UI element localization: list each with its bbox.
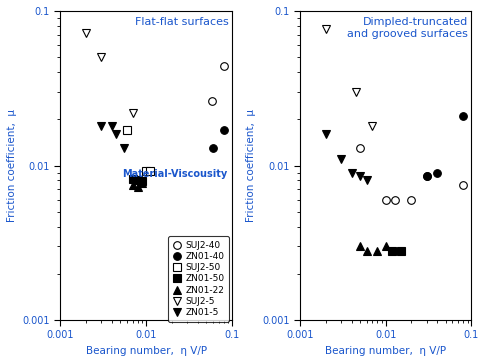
Line: SUJ2-5: SUJ2-5 bbox=[322, 25, 376, 130]
ZN01-40 bbox=[210, 146, 216, 150]
Y-axis label: Friction coefficient,  μ: Friction coefficient, μ bbox=[7, 109, 17, 222]
ZN01-5 bbox=[364, 178, 369, 183]
SUJ2-5 bbox=[130, 110, 136, 115]
ZN01-40 bbox=[460, 114, 466, 118]
Text: Flat-flat surfaces: Flat-flat surfaces bbox=[135, 17, 228, 27]
Line: ZN01-5: ZN01-5 bbox=[98, 122, 128, 152]
ZN01-5 bbox=[357, 174, 363, 179]
Text: Dimpled-truncated
and grooved surfaces: Dimpled-truncated and grooved surfaces bbox=[347, 17, 468, 39]
ZN01-40 bbox=[424, 174, 430, 179]
Line: SUJ2-40: SUJ2-40 bbox=[208, 62, 227, 105]
SUJ2-40 bbox=[409, 197, 415, 202]
ZN01-50 bbox=[130, 177, 136, 181]
Line: ZN01-40: ZN01-40 bbox=[423, 112, 467, 180]
SUJ2-40 bbox=[221, 64, 226, 68]
SUJ2-40 bbox=[208, 99, 214, 103]
ZN01-50 bbox=[390, 249, 396, 253]
ZN01-22 bbox=[135, 184, 141, 189]
ZN01-5 bbox=[323, 132, 329, 136]
ZN01-5 bbox=[98, 124, 104, 128]
Line: SUJ2-5: SUJ2-5 bbox=[83, 29, 137, 117]
X-axis label: Bearing number,  η V/P: Bearing number, η V/P bbox=[86, 346, 207, 356]
ZN01-50 bbox=[135, 178, 141, 183]
Line: SUJ2-50: SUJ2-50 bbox=[123, 126, 154, 175]
ZN01-40 bbox=[434, 170, 440, 175]
SUJ2-40 bbox=[460, 183, 466, 187]
ZN01-40 bbox=[221, 128, 226, 132]
ZN01-5 bbox=[109, 124, 115, 128]
SUJ2-5 bbox=[323, 27, 329, 32]
ZN01-22 bbox=[357, 244, 363, 249]
Line: ZN01-22: ZN01-22 bbox=[129, 179, 146, 191]
SUJ2-5 bbox=[369, 124, 375, 128]
X-axis label: Bearing number,  η V/P: Bearing number, η V/P bbox=[325, 346, 446, 356]
SUJ2-40 bbox=[383, 197, 389, 202]
Legend: SUJ2-40, ZN01-40, SUJ2-50, ZN01-50, ZN01-22, SUJ2-5, ZN01-5: SUJ2-40, ZN01-40, SUJ2-50, ZN01-50, ZN01… bbox=[168, 236, 229, 322]
SUJ2-40 bbox=[424, 174, 430, 179]
SUJ2-50 bbox=[147, 169, 153, 173]
ZN01-5 bbox=[121, 146, 127, 150]
Line: ZN01-40: ZN01-40 bbox=[209, 126, 227, 152]
Line: ZN01-22: ZN01-22 bbox=[356, 242, 389, 255]
ZN01-5 bbox=[114, 132, 120, 136]
ZN01-22 bbox=[139, 181, 145, 185]
Y-axis label: Friction coefficient,  μ: Friction coefficient, μ bbox=[246, 109, 257, 222]
SUJ2-5 bbox=[98, 55, 104, 60]
SUJ2-5 bbox=[353, 90, 359, 94]
ZN01-22 bbox=[364, 249, 369, 253]
SUJ2-50 bbox=[124, 128, 130, 132]
SUJ2-5 bbox=[83, 31, 89, 35]
ZN01-22 bbox=[374, 249, 380, 253]
ZN01-5 bbox=[348, 170, 354, 175]
SUJ2-40 bbox=[393, 197, 399, 202]
ZN01-22 bbox=[383, 244, 389, 249]
ZN01-50 bbox=[139, 179, 145, 184]
ZN01-50 bbox=[398, 249, 404, 253]
Text: Material-Viscousity: Material-Viscousity bbox=[122, 170, 227, 179]
ZN01-22 bbox=[130, 183, 136, 187]
Line: SUJ2-40: SUJ2-40 bbox=[356, 144, 467, 204]
Line: ZN01-50: ZN01-50 bbox=[389, 247, 405, 255]
Line: ZN01-50: ZN01-50 bbox=[129, 175, 146, 185]
Line: ZN01-5: ZN01-5 bbox=[322, 130, 370, 184]
ZN01-5 bbox=[338, 157, 344, 161]
SUJ2-40 bbox=[357, 146, 363, 150]
SUJ2-50 bbox=[143, 169, 149, 173]
